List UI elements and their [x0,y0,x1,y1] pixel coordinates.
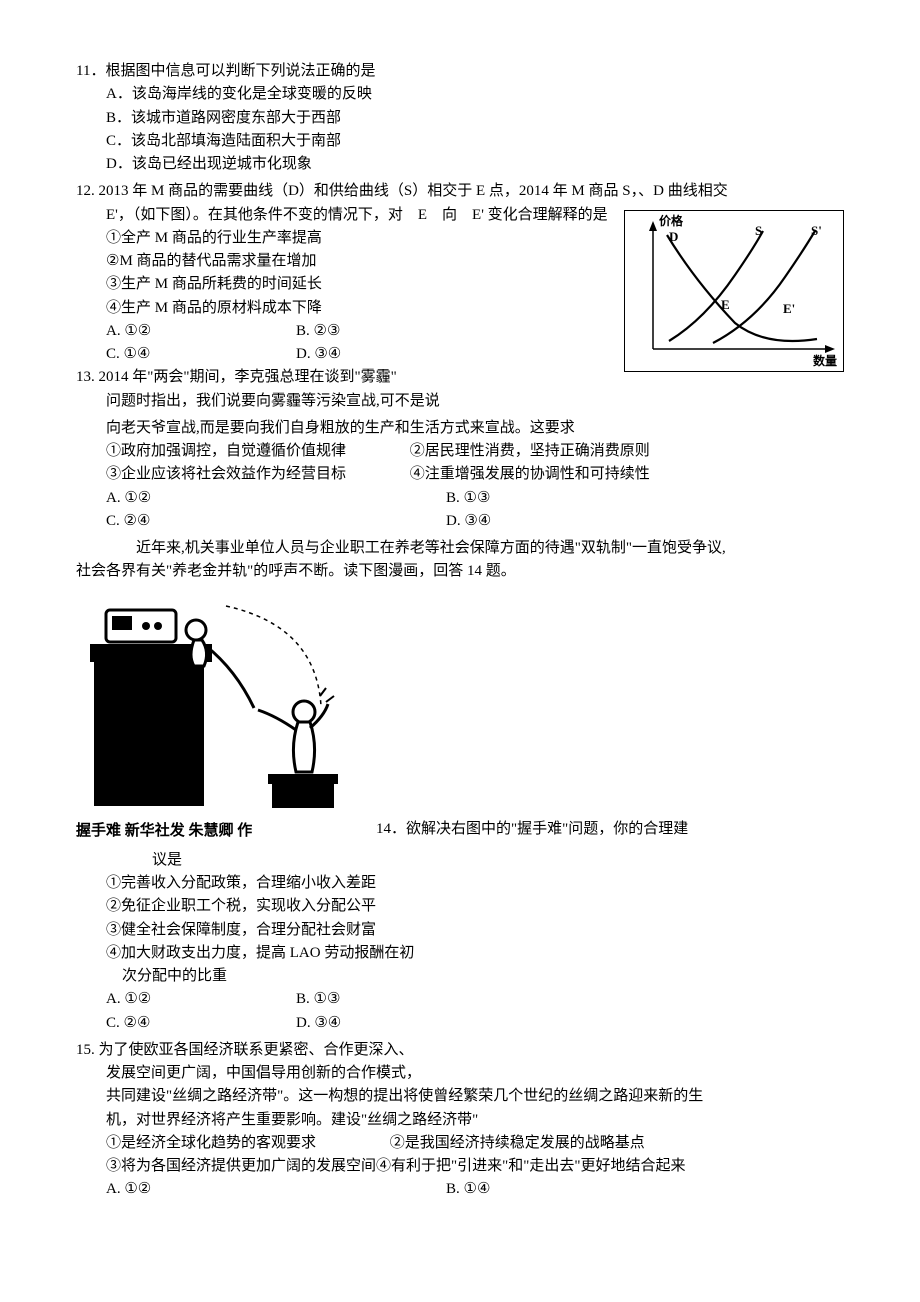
q12-o4: ④生产 M 商品的原材料成本下降 [76,297,618,320]
q11-opt-c: C．该岛北部填海造陆面积大于南部 [76,130,844,153]
q12-opt-c: C. ①④ [106,343,296,366]
q13-opt-c: C. ②④ [106,510,446,533]
intro14-p2: 社会各界有关"养老金并轨"的呼声不断。读下图漫画，回答 14 题。 [76,560,844,583]
intro14-p1: 近年来,机关事业单位人员与企业职工在养老等社会保障方面的待遇"双轨制"一直饱受争… [76,537,844,560]
cartoon-caption: 握手难 新华社发 朱慧卿 作 [76,816,356,843]
cartoon-block: 握手难 新华社发 朱慧卿 作 14．欲解决右图中的"握手难"问题，你的合理建 [76,596,844,843]
q15-o1: ①是经济全球化趋势的客观要求 [106,1132,386,1155]
point-e-label: E [721,297,730,312]
q12-opt-b: B. ②③ [296,320,486,343]
q13-o1: ①政府加强调控，自觉遵循价值规律 [106,440,406,463]
q13-stem-3: 向老天爷宣战,而是要向我们自身粗放的生产和生活方式来宣战。这要求 [76,417,844,440]
question-13: 向老天爷宣战,而是要向我们自身粗放的生产和生活方式来宣战。这要求 ①政府加强调控… [76,417,844,533]
q14-o3: ③健全社会保障制度，合理分配社会财富 [76,919,844,942]
x-axis-label: 数量 [813,353,837,368]
question-15: 15. 为了使欧亚各国经济联系更紧密、合作更深入、 发展空间更广阔，中国倡导用创… [76,1039,844,1202]
question-12: 12. 2013 年 M 商品的需要曲线（D）和供给曲线（S）相交于 E 点，2… [76,180,844,413]
q13-o4: ④注重增强发展的协调性和可持续性 [410,466,650,482]
chart-svg: E E' D S S' 价格 数量 [625,211,843,371]
q15-opt-a: A. ①② [106,1178,446,1201]
curve-s2-label: S' [811,223,822,238]
q14-opt-d: D. ③④ [296,1012,486,1035]
q15-stem-4: 机，对世界经济将产生重要影响。建设"丝绸之路经济带" [76,1109,844,1132]
q13-row2: ③企业应该将社会效益作为经营目标 ④注重增强发展的协调性和可持续性 [76,463,844,486]
supply-demand-chart: E E' D S S' 价格 数量 [624,210,844,372]
q12-o2: ②M 商品的替代品需求量在增加 [76,250,618,273]
q15-o4: ④有利于把"引进来"和"走出去"更好地结合起来 [376,1158,686,1174]
q12-o3: ③生产 M 商品所耗费的时间延长 [76,273,618,296]
q15-o2: ②是我国经济持续稳定发展的战略基点 [390,1135,645,1151]
cartoon-svg [76,596,356,816]
q13-row1: ①政府加强调控，自觉遵循价值规律 ②居民理性消费，坚持正确消费原则 [76,440,844,463]
q14-o2: ②免征企业职工个税，实现收入分配公平 [76,895,844,918]
q13-stem-2: 问题时指出，我们说要向雾霾等污染宣战,可不是说 [76,390,618,413]
q12-o1: ①全产 M 商品的行业生产率提高 [76,227,618,250]
q14-opt-b: B. ①③ [296,988,486,1011]
curve-d-label: D [669,229,678,244]
handshake-cartoon [76,596,356,816]
q15-stem-3: 共同建设"丝绸之路经济带"。这一构想的提出将使曾经繁荣几个世纪的丝绸之路迎来新的… [76,1085,844,1108]
q13-opt-b: B. ①③ [446,487,786,510]
q13-o2: ②居民理性消费，坚持正确消费原则 [410,443,650,459]
point-e2-label: E' [783,301,795,316]
curve-s-label: S [755,223,762,238]
q14-o4b: 次分配中的比重 [76,965,844,988]
q12-stem-2: E'，（如下图）。在其他条件不变的情况下，对 E 向 E' 变化合理解释的是 [76,204,618,227]
y-axis-label: 价格 [659,213,684,228]
q15-row2: ③将为各国经济提供更加广阔的发展空间④有利于把"引进来"和"走出去"更好地结合起… [76,1155,844,1178]
q11-stem: 11．根据图中信息可以判断下列说法正确的是 [76,60,844,83]
q11-opt-a: A．该岛海岸线的变化是全球变暖的反映 [76,83,844,106]
question-14: 议是 ①完善收入分配政策，合理缩小收入差距 ②免征企业职工个税，实现收入分配公平… [76,849,844,1035]
q12-stem-1: 12. 2013 年 M 商品的需要曲线（D）和供给曲线（S）相交于 E 点，2… [76,180,844,203]
q15-row1: ①是经济全球化趋势的客观要求 ②是我国经济持续稳定发展的战略基点 [76,1132,844,1155]
intro-14: 近年来,机关事业单位人员与企业职工在养老等社会保障方面的待遇"双轨制"一直饱受争… [76,537,844,584]
q11-opt-d: D．该岛已经出现逆城市化现象 [76,153,844,176]
q15-opt-b: B. ①④ [446,1178,786,1201]
q13-opt-a: A. ①② [106,487,446,510]
q12-opt-a: A. ①② [106,320,296,343]
q13-stem-1: 13. 2014 年"两会"期间，李克强总理在谈到"雾霾" [76,366,618,389]
question-11: 11．根据图中信息可以判断下列说法正确的是 A．该岛海岸线的变化是全球变暖的反映… [76,60,844,176]
q14-o4a: ④加大财政支出力度，提高 LAO 劳动报酬在初 [76,942,844,965]
q12-opt-d: D. ③④ [296,343,486,366]
q14-opt-c: C. ②④ [106,1012,296,1035]
q14-o1: ①完善收入分配政策，合理缩小收入差距 [76,872,844,895]
q15-stem-2: 发展空间更广阔，中国倡导用创新的合作模式， [76,1062,844,1085]
q15-o3: ③将为各国经济提供更加广阔的发展空间 [106,1158,376,1174]
q14-stem-cont: 议是 [76,849,844,872]
q13-opt-d: D. ③④ [446,510,786,533]
q14-stem-right: 14．欲解决右图中的"握手难"问题，你的合理建 [356,818,844,843]
q15-stem-1: 15. 为了使欧亚各国经济联系更紧密、合作更深入、 [76,1039,844,1062]
q14-opt-a: A. ①② [106,988,296,1011]
q13-o3: ③企业应该将社会效益作为经营目标 [106,463,406,486]
q11-opt-b: B．该城市道路网密度东部大于西部 [76,107,844,130]
